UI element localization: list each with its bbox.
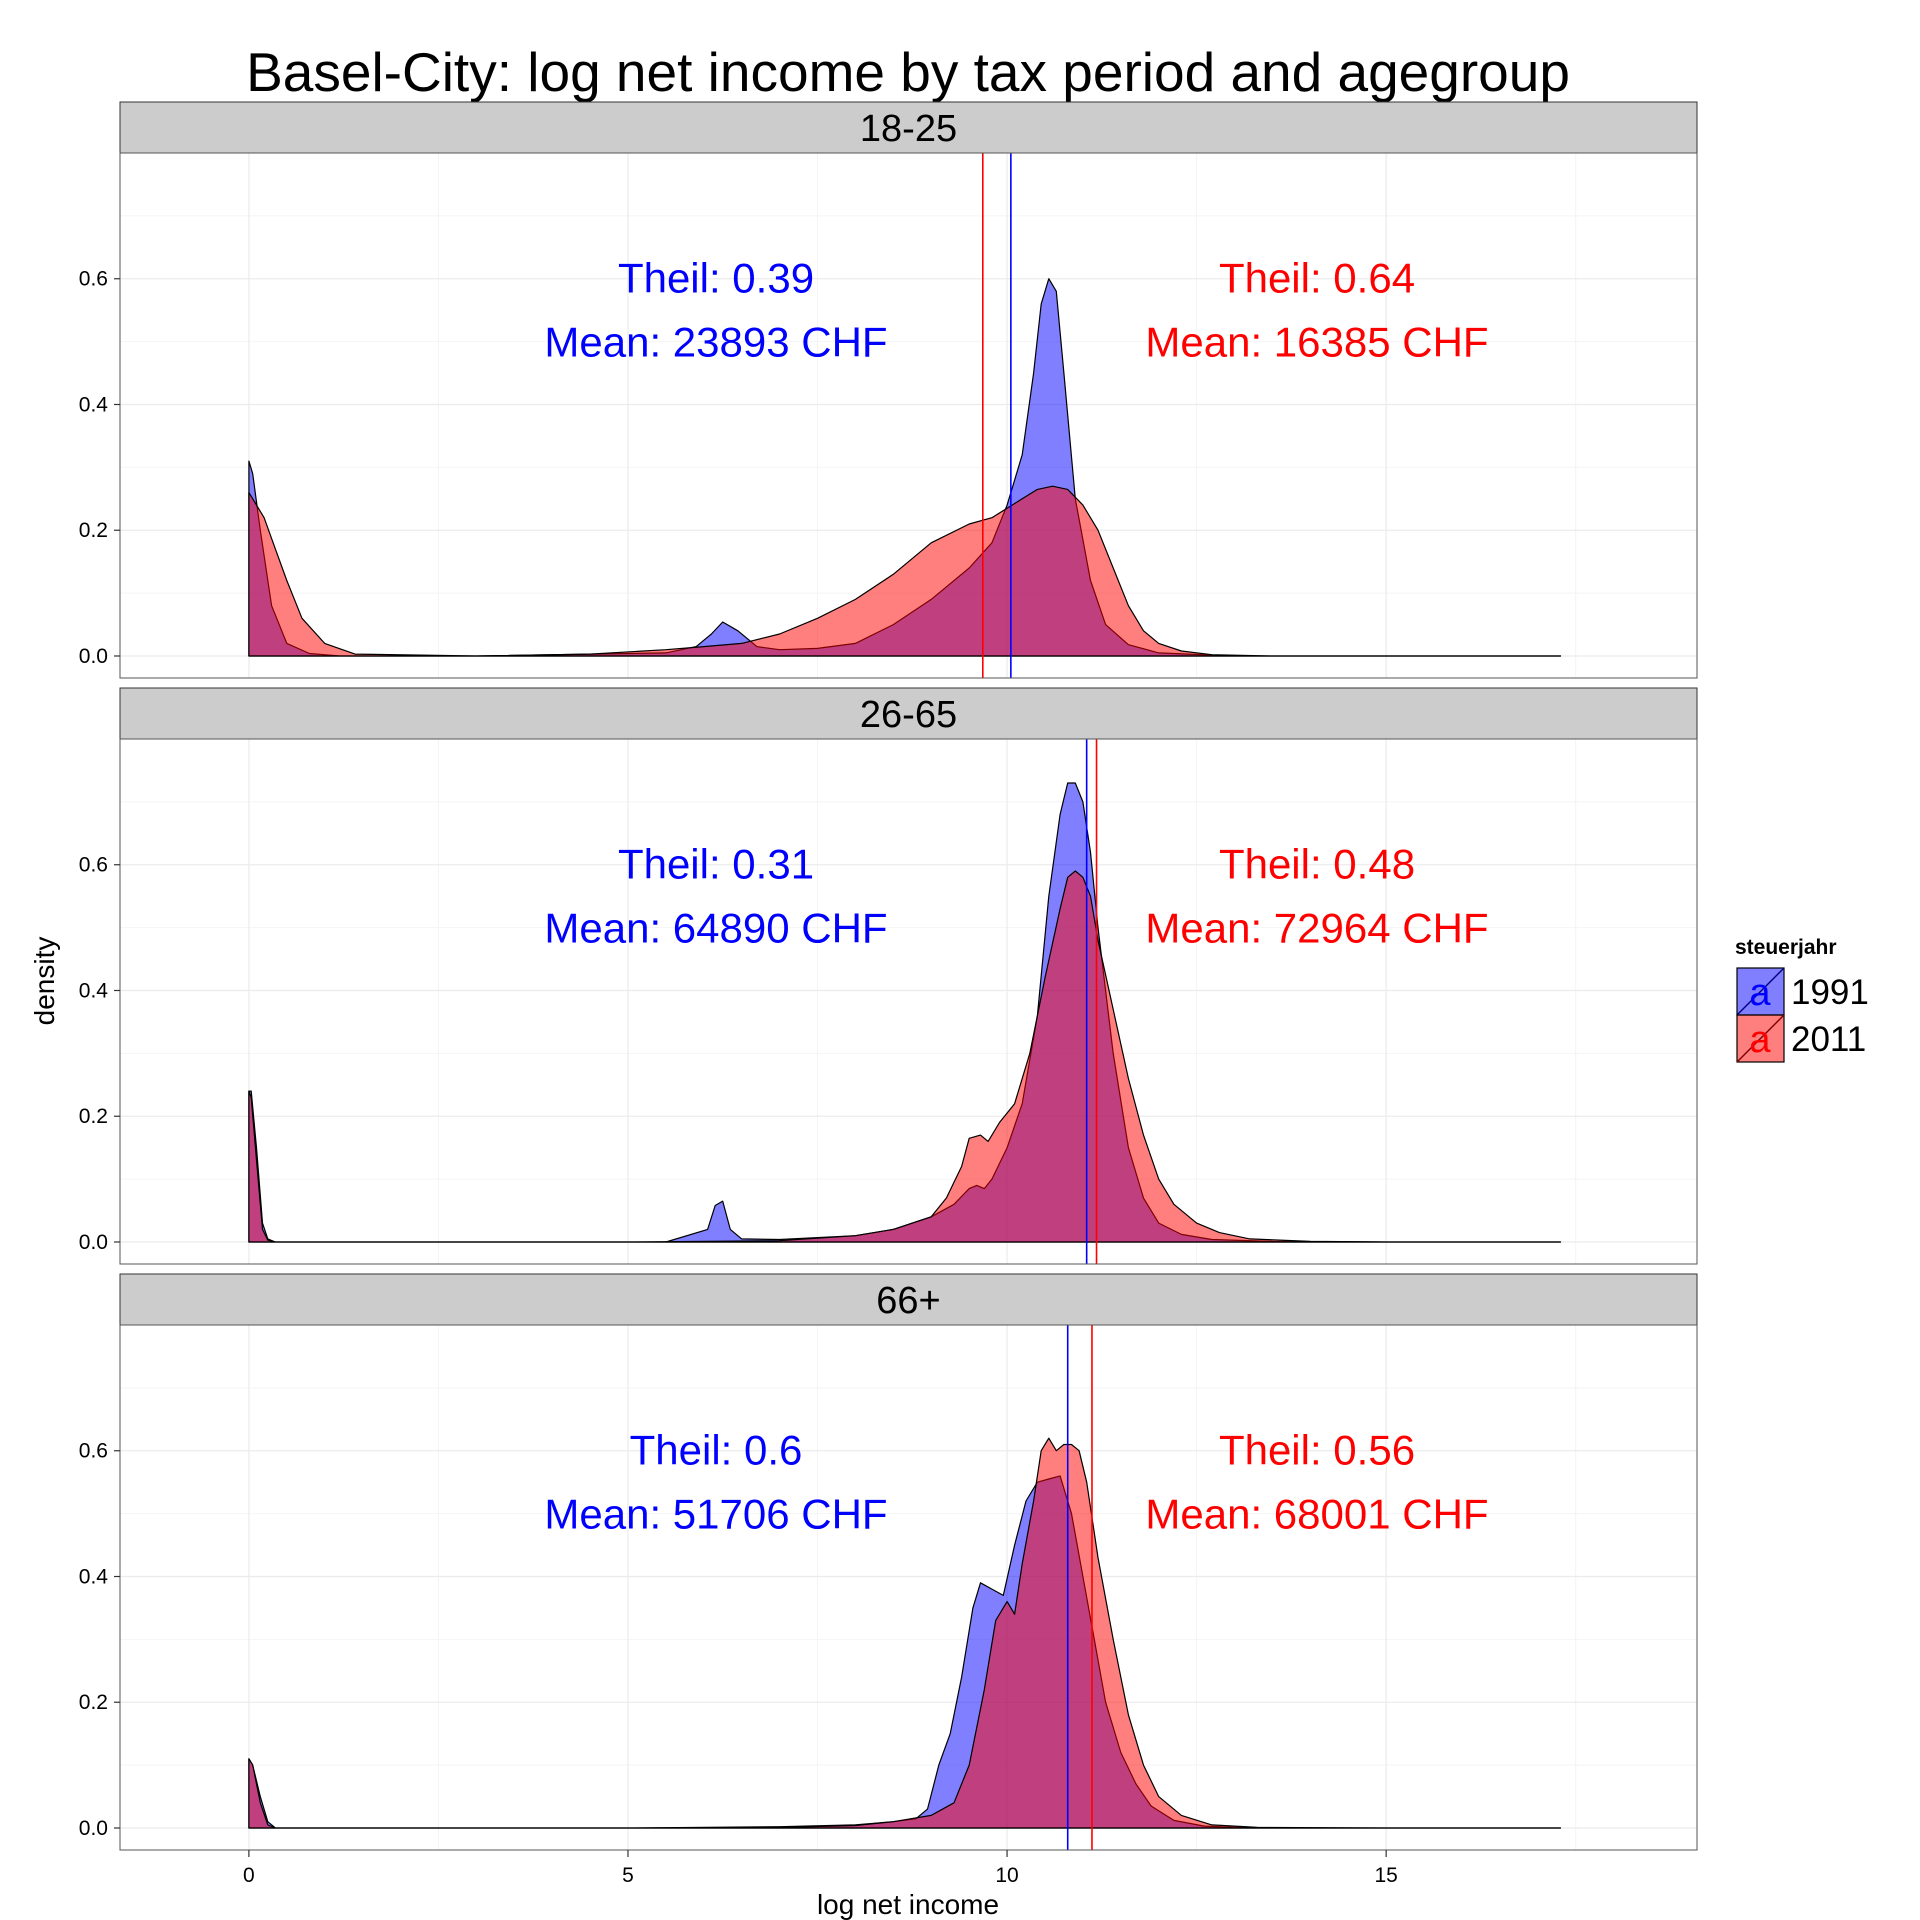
panel-background bbox=[120, 739, 1697, 1264]
legend-key-glyph: a bbox=[1749, 1019, 1771, 1061]
y-tick-label: 0.2 bbox=[79, 1691, 108, 1714]
facet-panels: 18-25 Theil: 0.39 Mean: 23893 CHF Theil: 0.… bbox=[79, 101, 1698, 1851]
mean-annotation-1991: Mean: 64890 CHF bbox=[544, 905, 887, 952]
theil-annotation-2011: Theil: 0.64 bbox=[1219, 255, 1415, 302]
y-tick-label: 0.6 bbox=[79, 268, 108, 291]
legend-entry-1991: a 1991 bbox=[1736, 967, 1869, 1016]
x-axis-label: log net income bbox=[817, 1889, 999, 1920]
legend-key-line bbox=[1736, 1014, 1785, 1063]
y-tick-label: 0.6 bbox=[79, 1440, 108, 1463]
mean-annotation-1991: Mean: 23893 CHF bbox=[544, 319, 887, 366]
x-tick-label: 10 bbox=[995, 1864, 1018, 1887]
density-area-2011 bbox=[248, 1437, 1562, 1829]
legend-label: 1991 bbox=[1791, 973, 1869, 1012]
facet-strip bbox=[119, 101, 1698, 154]
panel-border bbox=[119, 1324, 1698, 1851]
panel-border bbox=[119, 152, 1698, 679]
theil-annotation-1991: Theil: 0.6 bbox=[630, 1427, 803, 1474]
mean-annotation-2011: Mean: 68001 CHF bbox=[1145, 1491, 1488, 1538]
legend-title: steuerjahr bbox=[1735, 936, 1837, 959]
y-axis-label: density bbox=[29, 937, 60, 1026]
facet-strip bbox=[119, 1273, 1698, 1326]
chart-title: Basel-City: log net income by tax period… bbox=[246, 41, 1570, 103]
x-tick-label: 15 bbox=[1374, 1864, 1397, 1887]
density-area-2011 bbox=[248, 870, 1562, 1243]
x-tick-label: 0 bbox=[243, 1864, 255, 1887]
legend-label: 2011 bbox=[1791, 1020, 1866, 1059]
y-axis: 0.0 0.2 0.4 0.6 bbox=[79, 268, 120, 668]
y-axis: 0.0 0.2 0.4 0.6 bbox=[79, 854, 120, 1254]
gridlines bbox=[120, 1325, 1697, 1850]
panel-border bbox=[119, 738, 1698, 1265]
theil-annotation-1991: Theil: 0.31 bbox=[618, 841, 814, 888]
facet-strip-label: 66+ bbox=[876, 1280, 940, 1322]
panel-66+: 66+ Theil: 0.6 Mean: 51706 CHF Theil: 0.56 M… bbox=[79, 1273, 1698, 1851]
mean-annotation-1991: Mean: 51706 CHF bbox=[544, 1491, 887, 1538]
legend-entry-2011: a 2011 bbox=[1736, 1014, 1866, 1063]
theil-annotation-1991: Theil: 0.39 bbox=[618, 255, 814, 302]
x-axis: 0 5 10 15 bbox=[243, 1850, 1398, 1887]
facet-strip-label: 26-65 bbox=[860, 694, 957, 736]
gridlines bbox=[120, 153, 1697, 678]
density-area-2011 bbox=[248, 485, 1562, 657]
facet-strip bbox=[119, 687, 1698, 740]
y-tick-label: 0.4 bbox=[79, 979, 109, 1002]
y-tick-label: 0.2 bbox=[79, 519, 108, 542]
panel-background bbox=[120, 1325, 1697, 1850]
y-tick-label: 0.4 bbox=[79, 393, 109, 416]
x-tick-label: 5 bbox=[622, 1864, 634, 1887]
theil-annotation-2011: Theil: 0.48 bbox=[1219, 841, 1415, 888]
panel-26-65: 26-65 Theil: 0.31 Mean: 64890 CHF Theil: 0.… bbox=[79, 687, 1698, 1265]
mean-annotation-2011: Mean: 16385 CHF bbox=[1145, 319, 1488, 366]
legend-key-line bbox=[1736, 967, 1785, 1016]
legend-key-glyph: a bbox=[1749, 972, 1771, 1014]
y-tick-label: 0.2 bbox=[79, 1105, 108, 1128]
y-tick-label: 0.6 bbox=[79, 854, 108, 877]
y-tick-label: 0.0 bbox=[79, 1817, 108, 1840]
legend: steuerjahr a 1991 a 2011 bbox=[1735, 936, 1869, 1063]
y-tick-label: 0.0 bbox=[79, 645, 108, 668]
mean-annotation-2011: Mean: 72964 CHF bbox=[1145, 905, 1488, 952]
y-axis: 0.0 0.2 0.4 0.6 bbox=[79, 1440, 120, 1840]
legend-entries: a 1991 a 2011 bbox=[1736, 967, 1869, 1063]
facet-strip-label: 18-25 bbox=[860, 108, 957, 150]
panel-18-25: 18-25 Theil: 0.39 Mean: 23893 CHF Theil: 0.… bbox=[79, 101, 1698, 679]
y-tick-label: 0.0 bbox=[79, 1231, 108, 1254]
y-tick-label: 0.4 bbox=[79, 1565, 109, 1588]
theil-annotation-2011: Theil: 0.56 bbox=[1219, 1427, 1415, 1474]
